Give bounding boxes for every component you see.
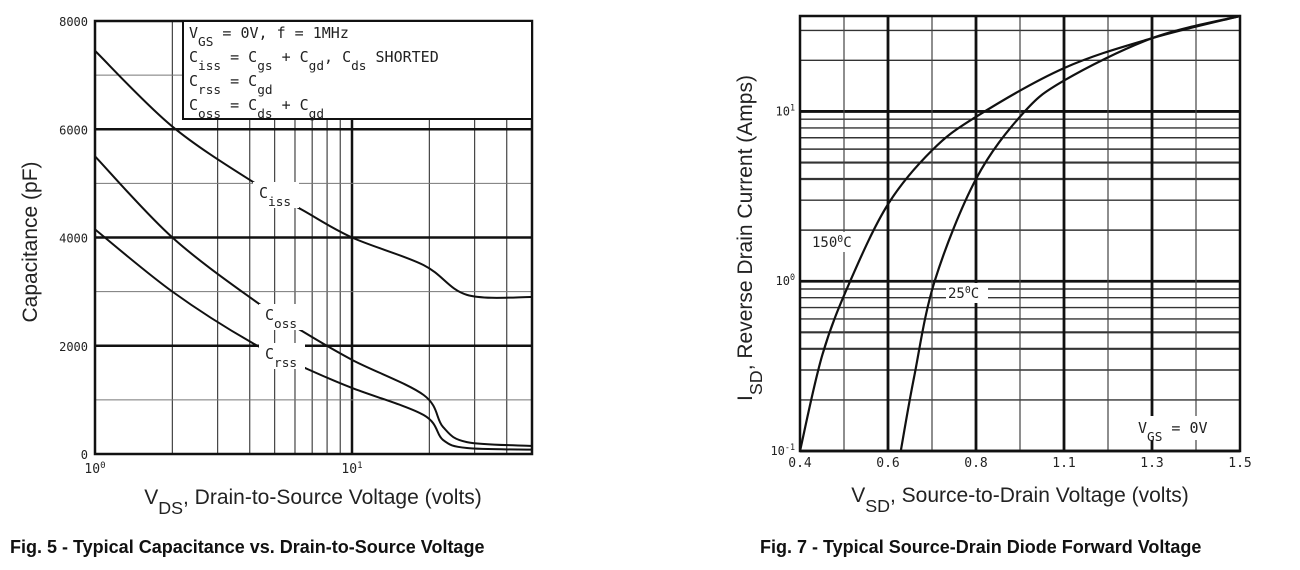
x-tick-label: 1.1 <box>1052 456 1075 471</box>
x-tick-label: 100 <box>84 461 105 477</box>
y-tick-label: 100 <box>776 272 796 288</box>
legend-line: Crss = Cgd <box>189 72 273 98</box>
series-label-bg <box>259 343 305 369</box>
x-tick-label: 0.8 <box>964 456 987 471</box>
x-tick-label: 1.3 <box>1140 456 1163 471</box>
y-tick-label: 10-1 <box>770 442 795 458</box>
x-tick-label: 0.4 <box>788 456 812 471</box>
y-tick-label: 4000 <box>59 232 88 246</box>
series-label-25c: 250C <box>948 285 979 303</box>
fig7-diode-chart: 1500C 250C VGS = 0V 0.4 0.6 0.8 1.1 1.3 1.5 10-1 1… <box>734 14 1252 516</box>
series-line-150c <box>798 14 1241 452</box>
fig5-caption: Fig. 5 - Typical Capacitance vs. Drain-t… <box>10 537 485 557</box>
y-axis-title: ISD, Reverse Drain Current (Amps) <box>734 75 766 401</box>
plot-frame <box>798 14 1242 453</box>
x-tick-label: 1.5 <box>1228 456 1251 471</box>
legend-line: Ciss = Cgs + Cgd, Cds SHORTED <box>189 48 439 74</box>
y-tick-label: 6000 <box>59 123 88 137</box>
series-label-crss: Crss <box>265 345 297 371</box>
series-label-bg <box>946 283 988 303</box>
series-line-crss <box>94 228 532 451</box>
x-tick-label: 101 <box>341 461 362 477</box>
series-label-bg <box>810 232 860 252</box>
x-axis-title: VSD, Source-to-Drain Voltage (volts) <box>851 484 1189 516</box>
series-line-25c <box>899 14 1241 452</box>
vgs-annotation: VGS = 0V <box>1138 419 1208 445</box>
y-axis-title: Capacitance (pF) <box>19 161 42 322</box>
series-line-coss <box>94 155 532 447</box>
series-label-bg <box>259 304 305 330</box>
series-label-150c: 1500C <box>812 234 852 252</box>
y-tick-label: 2000 <box>59 340 88 354</box>
legend-line: Coss = Cds + Cgd <box>189 96 324 122</box>
fig7-caption: Fig. 7 - Typical Source-Drain Diode Forw… <box>760 537 1202 557</box>
series-label-coss: Coss <box>265 306 297 332</box>
annotation-bg <box>1132 416 1236 440</box>
legend-box <box>182 20 533 120</box>
legend-line: VGS = 0V, f = 1MHz <box>189 24 349 50</box>
y-tick-label: 0 <box>81 448 88 462</box>
series-label-bg <box>253 182 299 208</box>
y-tick-label: 101 <box>776 102 796 118</box>
series-label-ciss: Ciss <box>259 184 291 210</box>
series-line-ciss <box>94 50 532 299</box>
x-axis-title: VDS, Drain-to-Source Voltage (volts) <box>144 486 482 518</box>
y-tick-label: 8000 <box>59 15 88 29</box>
x-tick-label: 0.6 <box>876 456 899 471</box>
